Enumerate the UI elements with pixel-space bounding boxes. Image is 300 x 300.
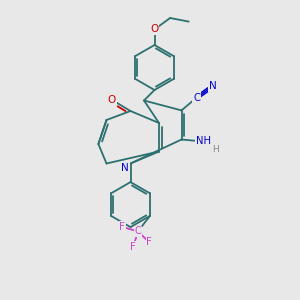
Text: O: O (150, 24, 159, 34)
Text: NH: NH (196, 136, 211, 146)
Text: F: F (146, 237, 152, 247)
Text: H: H (212, 145, 219, 154)
Text: O: O (108, 94, 116, 105)
Text: C: C (135, 226, 141, 236)
Text: N: N (209, 81, 217, 92)
Text: C: C (193, 93, 200, 103)
Text: F: F (119, 222, 125, 232)
Text: N: N (121, 163, 129, 173)
Text: F: F (130, 242, 136, 252)
